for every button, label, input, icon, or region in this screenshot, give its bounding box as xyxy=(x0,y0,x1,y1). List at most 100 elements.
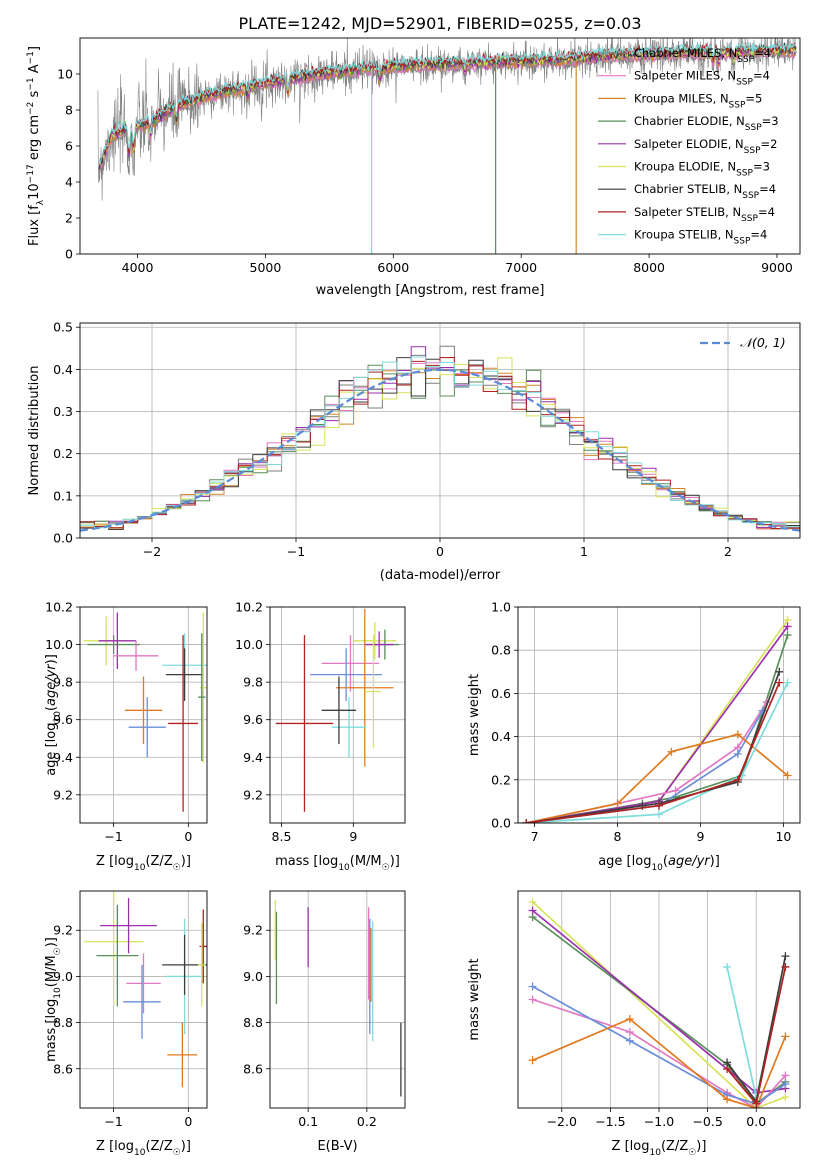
spectrum-legend-label-6-part-0: Chabrier STELIB, N xyxy=(634,182,742,196)
spectrum-legend-label-5-part-1: SSP xyxy=(736,169,753,179)
age-vs-Z-ytick-label-5: 10.2 xyxy=(45,600,73,615)
spectrum-legend-label-5-part-0: Kroupa ELODIE, N xyxy=(634,160,736,174)
mass-weight-vs-Z-xlabel-part-7: )] xyxy=(696,1139,706,1154)
spectrum-model-line-7 xyxy=(99,42,797,163)
spectrum-legend-label-1-part-2: =4 xyxy=(753,69,770,83)
age-vs-Z-xtick-label-1: 0 xyxy=(184,829,192,844)
age-vs-mass-ytick-label-3: 9.8 xyxy=(243,675,263,690)
residuals-xtick-label-3: 1 xyxy=(580,544,588,559)
spectrum-legend-label-2-part-0: Kroupa MILES, N xyxy=(634,91,729,105)
age-vs-Z-ytick-label-3: 9.8 xyxy=(53,675,73,690)
spectrum-plot-area xyxy=(97,38,797,254)
spectrum-ylabel-part-5: −2 xyxy=(26,102,36,115)
mass-weight-vs-age-series-5 xyxy=(526,733,789,823)
spectrum-ylabel-part-3: −17 xyxy=(26,164,36,183)
mass-weight-vs-Z-xtick-label-3: −0.5 xyxy=(692,1114,722,1129)
spectrum-legend-label-5-part-2: =3 xyxy=(753,160,770,174)
spectrum-xtick-label-4: 8000 xyxy=(633,260,665,275)
age-vs-Z-xlabel: Z [log10(Z/Z☉)] xyxy=(96,854,191,873)
residuals-ylabel: Normed distribution xyxy=(27,366,42,496)
mass-vs-Z-ylabel-part-2: (M/M xyxy=(44,955,59,987)
spectrum-legend-label-8-part-2: =4 xyxy=(750,228,767,242)
spectrum-legend-label-7: Salpeter STELIB, NSSP=4 xyxy=(634,205,775,224)
age-vs-Z-ylabel-part-2: ( xyxy=(44,706,59,711)
mass-vs-Z-ylabel-part-3: ☉ xyxy=(53,947,63,955)
mass-vs-Z-chart: −1 08.68.89.09.2Z [log10(Z/Z☉)]mass [log1… xyxy=(44,890,208,1158)
mass-weight-vs-Z-series-6-marker-0 xyxy=(723,962,732,971)
plots: 4000 5000 6000 7000 8000 90000246810wavelengt… xyxy=(26,37,801,1158)
spectrum-legend-label-5: Kroupa ELODIE, NSSP=3 xyxy=(634,160,770,179)
age-vs-Z-ytick-label-4: 10.0 xyxy=(45,637,73,652)
spectrum-xtick-label-0: 4000 xyxy=(122,260,154,275)
mass-weight-vs-Z-series-5-marker-2 xyxy=(723,1095,732,1104)
mass-weight-vs-age-series-3-marker-2 xyxy=(671,786,680,795)
age-vs-Z-ylabel: age [log10(age/yr)] xyxy=(44,654,63,776)
mass-weight-vs-Z-xlabel-part-5: Z xyxy=(679,1139,688,1154)
spectrum-legend-label-3-part-0: Chabrier ELODIE, N xyxy=(634,114,745,128)
age-vs-mass-xlabel-part-1: 10 xyxy=(338,863,350,873)
mass-vs-EBV-frame xyxy=(269,890,406,1109)
mass-weight-vs-age-series-7-marker-4 xyxy=(775,667,784,676)
age-vs-Z-ylabel-part-3: age/yr xyxy=(44,663,59,706)
mass-weight-vs-Z-series-0-marker-2 xyxy=(781,1093,790,1102)
age-vs-Z-chart: −1 09.29.49.69.810.010.2Z [log10(Z/Z☉)]ag… xyxy=(44,600,208,873)
mass-vs-Z-ytick-label-2: 9.0 xyxy=(53,969,73,984)
spectrum-legend-label-4-part-2: =2 xyxy=(761,137,778,151)
spectrum-model-line-8 xyxy=(98,40,797,165)
mass-weight-vs-age-series-8-marker-1 xyxy=(655,801,663,810)
spectrum-legend-label-1: Salpeter MILES, NSSP=4 xyxy=(634,69,770,88)
spectrum-legend-label-6-part-2: =4 xyxy=(759,182,776,196)
mass-vs-Z-xlabel-part-2: ( xyxy=(145,1139,150,1154)
age-vs-mass-xlabel: mass [log10(M/M☉)] xyxy=(275,854,400,873)
residuals-plot-area xyxy=(80,345,800,532)
spectrum-legend-label-2: Kroupa MILES, NSSP=5 xyxy=(634,91,762,110)
mass-weight-vs-Z-frame xyxy=(517,890,801,1109)
mass-weight-vs-Z-plot-area xyxy=(528,897,790,1108)
residuals-frame xyxy=(79,322,801,539)
mass-weight-vs-Z-chart: −2.0 −1.5 −1.0 −0.5 0.0Z [log10(Z/Z☉)]mass w… xyxy=(467,890,801,1158)
age-vs-mass-xlabel-part-4: )] xyxy=(390,854,400,869)
residual-hist-3 xyxy=(80,364,800,528)
spectrum-legend-label-8: Kroupa STELIB, NSSP=4 xyxy=(634,228,767,247)
mass-vs-Z-xlabel-part-3: Z xyxy=(151,1139,160,1154)
age-vs-Z-xtick-label-0: −1 xyxy=(104,829,122,844)
mass-vs-EBV-xlabel-part-0: E(B-V) xyxy=(317,1139,357,1154)
mass-vs-Z-frame xyxy=(79,890,208,1109)
mass-vs-Z-xtick-label-0: −1 xyxy=(104,1114,122,1129)
mass-weight-vs-age-series-2 xyxy=(526,625,789,823)
mass-vs-EBV-ytick-label-0: 8.6 xyxy=(243,1061,263,1076)
mass-weight-vs-Z-xlabel-part-1: 10 xyxy=(649,1148,661,1158)
mass-vs-EBV-ytick-label-1: 8.8 xyxy=(243,1015,263,1030)
mass-weight-vs-age-plot-area xyxy=(522,615,792,823)
mass-weight-vs-Z-xtick-label-1: −1.5 xyxy=(595,1114,625,1129)
spectrum-legend-label-7-part-2: =4 xyxy=(758,205,775,219)
spectrum-xtick-label-2: 6000 xyxy=(377,260,409,275)
spectrum-ylabel-part-8: A xyxy=(27,64,42,77)
mass-weight-vs-age-series-1-marker-4 xyxy=(783,631,792,640)
age-vs-Z-xlabel-part-2: ( xyxy=(145,854,150,869)
spectrum-ylabel-part-1: λ xyxy=(36,199,46,205)
mass-weight-vs-Z-xlabel-part-6: ☉ xyxy=(688,1148,696,1158)
residuals-xtick-label-0: −2 xyxy=(143,544,161,559)
mass-weight-vs-age-series-4-marker-2 xyxy=(733,749,742,758)
mass-vs-Z-xlabel-part-5: Z xyxy=(164,1139,173,1154)
mass-weight-vs-age-xtick-label-2: 9 xyxy=(696,829,704,844)
spectrum-ylabel: Flux [fλ10−17 erg cm−2 s−1 A−1] xyxy=(26,46,46,246)
age-vs-mass-ytick-label-4: 10.0 xyxy=(235,637,263,652)
age-vs-Z-plot-area xyxy=(83,612,207,812)
spectrum-legend-label-4: Salpeter ELODIE, NSSP=2 xyxy=(634,137,777,156)
spectrum-legend-label-7-part-1: SSP xyxy=(741,214,758,224)
mass-weight-vs-age-ytick-label-2: 0.4 xyxy=(491,729,511,744)
spectrum-legend-label-0-part-1: SSP xyxy=(737,55,754,65)
mass-weight-vs-Z-xlabel: Z [log10(Z/Z☉)] xyxy=(612,1139,707,1158)
mass-weight-vs-Z-series-3-marker-0 xyxy=(528,995,537,1004)
mass-weight-vs-age-series-6 xyxy=(526,682,789,823)
mass-weight-vs-age-series-5-marker-3 xyxy=(733,730,742,739)
mass-vs-Z-ylabel: mass [log10(M/M☉)] xyxy=(44,937,63,1062)
spectrum-frame xyxy=(79,37,801,255)
age-vs-Z-xlabel-part-3: Z xyxy=(151,854,160,869)
mass-weight-vs-age-series-5-marker-2 xyxy=(667,747,676,756)
mass-weight-vs-age-xtick-label-0: 7 xyxy=(531,829,539,844)
spectrum-ytick-label-5: 10 xyxy=(57,67,73,82)
age-vs-mass-chart: 8.5 9 9.2 9.4 9.6 9.8 10.0 10.2 mass [log10(M/M☉… xyxy=(235,600,406,873)
